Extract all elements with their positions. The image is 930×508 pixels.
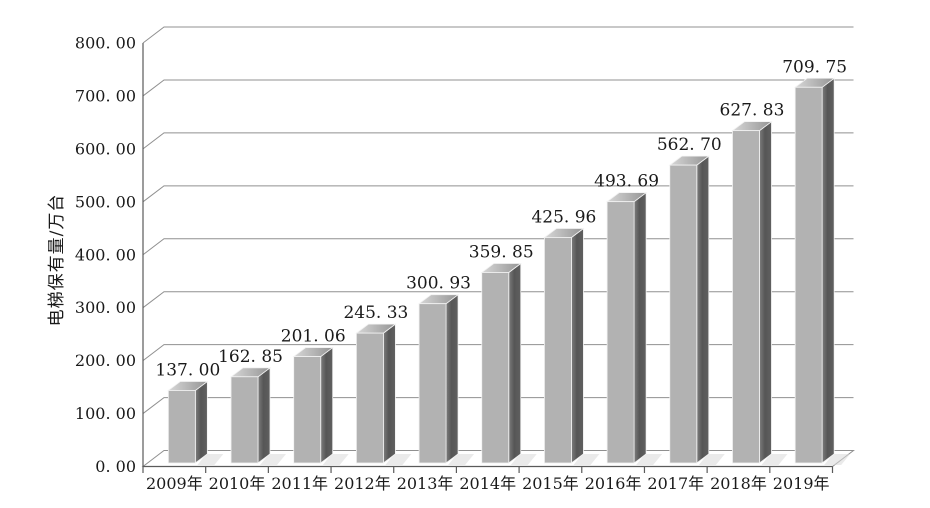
bar-front-face (167, 390, 196, 464)
bar-shadow (824, 454, 851, 465)
bar-shadow (322, 454, 349, 465)
bar-value-label: 709. 75 (782, 57, 847, 77)
bar-shadow (197, 454, 224, 465)
bar-front-face (293, 356, 322, 464)
bar-side-face (257, 366, 271, 464)
bar-front-face (606, 201, 635, 464)
bar-shadow (260, 454, 287, 465)
gridline (142, 132, 854, 150)
bar-shadow (698, 454, 725, 465)
bar-shadow (636, 454, 663, 465)
y-axis-tick-label: 600. 00 (75, 139, 136, 158)
bar-front-face (355, 332, 384, 464)
bar-side-face (759, 120, 772, 464)
bar-side-face (821, 77, 835, 464)
bar-value-label: 137. 00 (155, 360, 220, 380)
bar-shadow (573, 454, 600, 465)
bar-value-label: 162. 85 (218, 347, 283, 367)
y-axis-title: 电梯保有量/万台 (47, 194, 67, 327)
bar-side-face (382, 323, 396, 464)
y-axis-tick-label: 400. 00 (75, 245, 136, 264)
bar-front-face (732, 130, 760, 464)
bar-value-label: 245. 33 (343, 303, 408, 323)
bar-shadow (761, 454, 788, 465)
bar-value-label: 627. 83 (720, 101, 785, 121)
bar-shadow (448, 454, 475, 465)
bar-front-face (794, 86, 823, 464)
bar-value-label: 493. 69 (594, 172, 659, 192)
bar-front-face (544, 237, 572, 464)
bar-front-face (669, 164, 698, 464)
bar-side-face (194, 380, 208, 464)
y-axis-tick-label: 200. 00 (75, 351, 136, 370)
y-axis-tick-label: 100. 00 (75, 404, 136, 423)
bar-side-face (696, 155, 710, 464)
x-axis-category-label: 2013年 (397, 474, 454, 493)
bar-front-face (481, 272, 510, 464)
bar-value-label: 359. 85 (469, 243, 534, 263)
x-axis-category-label: 2014年 (459, 474, 516, 493)
x-axis-category-label: 2010年 (209, 474, 266, 493)
bar-value-label: 300. 93 (406, 274, 471, 294)
bar-side-face (320, 346, 334, 464)
y-axis-tick-label: 0. 00 (95, 457, 136, 476)
x-axis-category-label: 2012年 (334, 474, 391, 493)
bar-value-label: 201. 06 (281, 327, 346, 347)
x-axis-category-label: 2009年 (146, 474, 203, 493)
bar-shadow (510, 454, 537, 465)
x-axis-category-label: 2011年 (271, 474, 328, 493)
bar-front-face (418, 303, 447, 464)
bar-side-face (633, 191, 647, 464)
gridline (142, 26, 854, 44)
y-axis-tick-label: 300. 00 (75, 298, 136, 317)
bar-side-face (445, 293, 459, 464)
x-axis-category-label: 2017年 (647, 474, 704, 493)
bar-side-face (571, 227, 584, 464)
bar-side-face (508, 262, 522, 464)
y-axis-tick-label: 500. 00 (75, 192, 136, 211)
bar-value-label: 562. 70 (657, 135, 722, 155)
gridline (142, 185, 854, 203)
x-axis-category-label: 2015年 (522, 474, 579, 493)
y-axis-tick-label: 700. 00 (75, 86, 136, 105)
x-axis-category-label: 2019年 (773, 474, 830, 493)
bar-front-face (230, 376, 259, 464)
x-axis-category-label: 2016年 (585, 474, 642, 493)
x-axis-category-label: 2018年 (710, 474, 767, 493)
bar-value-label: 425. 96 (531, 208, 596, 228)
gridline (142, 79, 854, 97)
y-axis-tick-label: 800. 00 (75, 34, 136, 53)
bar-shadow (385, 454, 412, 465)
